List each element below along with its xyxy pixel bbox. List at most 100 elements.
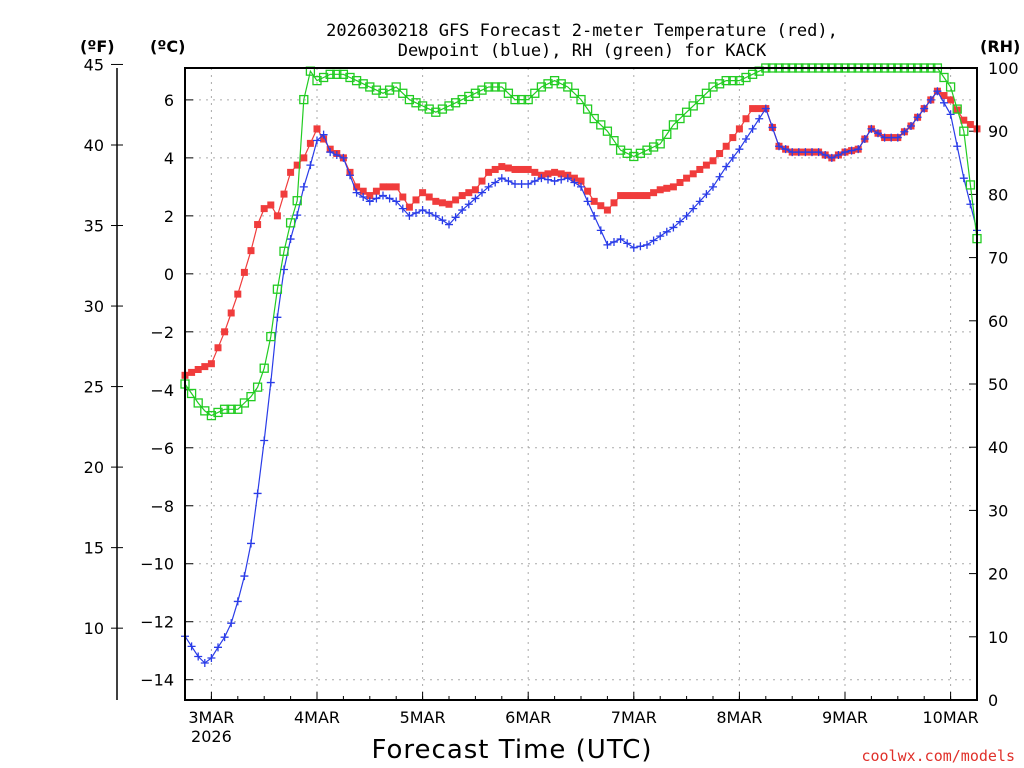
dewpoint-point (926, 95, 935, 104)
dewpoint-point (768, 123, 777, 132)
temperature-point (399, 193, 407, 201)
y-tick-label-celsius: −6 (150, 439, 174, 458)
rh-point (457, 94, 467, 105)
dewpoint-point (306, 161, 315, 170)
rh-point (219, 404, 230, 414)
rh-point (404, 94, 415, 105)
x-tick-label: 8MAR (716, 708, 762, 727)
dewpoint-point (920, 104, 929, 113)
temperature-point (716, 150, 724, 158)
temperature-point (656, 186, 664, 194)
dewpoint-point (814, 148, 823, 157)
y-tick-label-rh: 10 (988, 628, 1008, 647)
rh-point (338, 69, 349, 79)
rh-point (239, 398, 250, 408)
rh-point (569, 88, 580, 98)
temperature-point (498, 163, 506, 171)
temperature-point (425, 193, 433, 201)
rh-point (252, 382, 263, 392)
dewpoint-point (194, 652, 203, 661)
rh-point (582, 104, 593, 114)
temperature-point (669, 183, 677, 191)
rh-point (662, 129, 672, 140)
y-tick-label-rh: 0 (988, 691, 998, 710)
rh-point (965, 180, 976, 190)
temperature-point (412, 196, 420, 204)
dewpoint-point (286, 235, 295, 244)
y-tick-label-rh: 100 (988, 59, 1019, 78)
dewpoint-point (346, 171, 354, 180)
temperature-point (478, 177, 486, 185)
rh-point (945, 82, 956, 92)
temperature-point (313, 125, 321, 133)
temperature-point (293, 161, 301, 169)
dewpoint-point (728, 153, 737, 162)
temperature-point (300, 154, 308, 162)
dewpoint-point (214, 643, 222, 652)
temperature-point (947, 96, 955, 104)
rh-point (609, 136, 619, 146)
dewpoint-point (623, 239, 632, 248)
rh-point (563, 82, 573, 92)
temperature-point (194, 366, 202, 374)
dewpoint-point (689, 204, 698, 213)
dewpoint-point (761, 104, 770, 113)
y-tick-label-rh: 20 (988, 565, 1008, 584)
rh-point (668, 120, 679, 130)
dewpoint-point (326, 148, 335, 157)
temperature-point (221, 328, 229, 336)
dewpoint-point (695, 197, 704, 206)
dewpoint-point (550, 177, 559, 186)
dewpoint-point (359, 193, 368, 202)
dewpoint-point (260, 436, 269, 445)
rh-point (589, 113, 599, 124)
dewpoint-point (841, 148, 849, 157)
dewpoint-series (181, 87, 981, 668)
temperature-point (491, 165, 499, 173)
temperature-point (676, 179, 684, 187)
dewpoint-point (537, 174, 546, 183)
dewpoint-point (253, 489, 262, 498)
dewpoint-point (907, 121, 915, 130)
rh-point (371, 85, 382, 95)
dewpoint-point (293, 211, 302, 220)
dewpoint-point (874, 129, 882, 138)
temperature-point (696, 165, 704, 173)
y-tick-label-celsius: 4 (164, 149, 174, 168)
temperature-point (511, 165, 519, 173)
temperature-point (458, 192, 466, 200)
rh-point (510, 94, 520, 105)
rh-point (464, 91, 474, 102)
rh-line (184, 67, 978, 417)
temperature-point (623, 192, 631, 200)
dewpoint-point (709, 182, 717, 191)
temperature-point (287, 168, 295, 176)
temperature-point (504, 164, 512, 172)
fahrenheit-unit-label: (ºF) (80, 37, 115, 56)
y-tick-label-fahrenheit: 25 (84, 378, 104, 397)
dewpoint-point (299, 182, 308, 191)
rh-point (345, 72, 355, 83)
dewpoint-point (959, 174, 968, 183)
y-tick-label-rh: 40 (988, 438, 1008, 457)
rh-point (266, 331, 276, 342)
dewpoint-point (953, 142, 962, 151)
dewpoint-point (544, 175, 552, 184)
credit-text: coolwx.com/models (861, 747, 1015, 765)
rh-point (635, 148, 646, 158)
dewpoint-point (900, 127, 909, 136)
dewpoint-point (379, 191, 387, 200)
rh-point (602, 126, 613, 136)
y-tick-label-rh: 70 (988, 249, 1008, 268)
dewpoint-point (775, 142, 783, 151)
rh-point (365, 82, 375, 92)
temperature-point (597, 202, 605, 210)
gridlines (185, 68, 977, 700)
dewpoint-point (742, 135, 750, 144)
rh-point (351, 75, 362, 86)
temperature-point (722, 142, 730, 150)
chart-title-line2: Dewpoint (blue), RH (green) for KACK (398, 41, 767, 61)
x-axis-label: Forecast Time (UTC) (371, 735, 652, 765)
y-tick-label-celsius: 2 (164, 207, 174, 226)
temperature-point (280, 190, 288, 198)
